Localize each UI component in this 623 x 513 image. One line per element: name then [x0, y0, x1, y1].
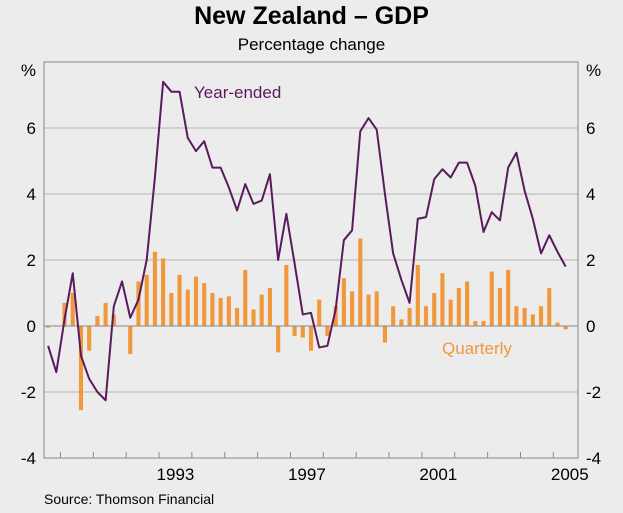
quarterly-bar	[465, 281, 470, 326]
quarterly-bar	[308, 326, 314, 351]
gridlines	[44, 127, 578, 393]
quarterly-bar	[473, 321, 478, 326]
quarterly-bar	[161, 258, 166, 326]
quarterly-bar	[317, 299, 322, 326]
quarterly-bar	[333, 306, 338, 326]
quarterly-bar	[350, 291, 355, 326]
y-tick-label-right: 0	[586, 317, 595, 336]
quarterly-bar	[177, 274, 182, 326]
quarterly-bar	[70, 293, 75, 326]
quarterly-bar	[522, 307, 527, 326]
quarterly-bar	[489, 271, 494, 326]
quarterly-bar	[448, 299, 453, 326]
y-tick-label-left: 2	[27, 251, 36, 270]
quarterly-bar	[358, 238, 363, 326]
plot-frame	[43, 61, 579, 459]
quarterly-bar	[563, 326, 568, 330]
year-ended-label: Year-ended	[194, 83, 281, 102]
chart-subtitle: Percentage change	[237, 35, 386, 54]
quarterly-bar	[87, 326, 92, 351]
quarterly-bar	[514, 306, 519, 326]
quarterly-bar	[497, 288, 503, 326]
quarterly-bar	[481, 321, 486, 326]
x-tick-label: 2005	[551, 465, 589, 484]
quarterly-bar	[276, 326, 281, 353]
quarterly-bar	[226, 296, 231, 326]
x-tick-label: 1993	[157, 465, 195, 484]
y-tick-label-right: -2	[586, 383, 601, 402]
quarterly-bar	[78, 326, 84, 411]
y-tick-label-right: 2	[586, 251, 595, 270]
quarterly-bar	[259, 294, 264, 326]
quarterly-bar	[292, 326, 297, 336]
quarterly-bar	[506, 269, 511, 326]
quarterly-bar	[210, 293, 215, 326]
quarterly-bar	[399, 319, 404, 326]
quarterly-bar	[415, 264, 420, 326]
quarterly-bar	[547, 288, 552, 326]
y-tick-label-left: -4	[21, 449, 36, 468]
y-tick-label-right: -4	[586, 449, 601, 468]
quarterly-bar	[366, 294, 371, 326]
quarterly-bar	[456, 288, 461, 326]
quarterly-bar	[243, 269, 248, 326]
source-note: Source: Thomson Financial	[44, 491, 215, 507]
quarterly-bar	[555, 322, 560, 326]
quarterly-bar	[284, 264, 289, 326]
quarterly-label: Quarterly	[442, 339, 512, 358]
quarterly-bar	[440, 273, 445, 326]
quarterly-bars	[46, 238, 568, 411]
y-unit-right: %	[586, 61, 601, 80]
y-tick-label-right: 4	[586, 185, 595, 204]
y-tick-label-right: 6	[586, 119, 595, 138]
x-tick-label: 2001	[419, 465, 457, 484]
y-tick-label-left: 4	[27, 185, 36, 204]
quarterly-bar	[193, 276, 199, 326]
quarterly-bar	[128, 326, 133, 355]
quarterly-bar	[103, 302, 108, 326]
quarterly-bar	[169, 293, 174, 326]
y-tick-label-left: 6	[27, 119, 36, 138]
y-tick-label-left: 0	[27, 317, 36, 336]
quarterly-bar	[235, 307, 240, 326]
quarterly-bar	[202, 283, 207, 326]
y-unit-left: %	[21, 61, 36, 80]
quarterly-bar	[300, 326, 305, 338]
quarterly-bar	[432, 293, 437, 326]
year-ended-line	[47, 80, 567, 402]
quarterly-bar	[538, 306, 544, 326]
quarterly-bar	[530, 314, 535, 326]
x-tick-marks	[59, 452, 554, 458]
quarterly-bar	[391, 306, 396, 326]
quarterly-bar	[95, 316, 100, 326]
quarterly-bar	[152, 251, 157, 326]
quarterly-bar	[407, 307, 412, 326]
quarterly-bar	[267, 288, 272, 326]
x-tick-label: 1997	[288, 465, 326, 484]
quarterly-bar	[251, 309, 256, 326]
quarterly-bar	[144, 274, 149, 326]
chart-title: New Zealand – GDP	[194, 2, 429, 30]
quarterly-bar	[218, 297, 223, 326]
quarterly-bar	[341, 278, 346, 326]
axis-tick-labels: -4 -4 -2 -2 0 0 2 2 4 4 6 6 1993 1997 2001 2005	[21, 119, 601, 484]
quarterly-bar	[325, 326, 330, 336]
quarterly-bar	[382, 326, 387, 343]
quarterly-bar	[185, 289, 190, 326]
quarterly-bar	[46, 326, 51, 328]
quarterly-bar	[423, 306, 429, 326]
y-tick-label-left: -2	[21, 383, 36, 402]
quarterly-bar	[374, 291, 379, 326]
quarterly-bar	[136, 281, 141, 326]
quarterly-bar	[111, 314, 116, 326]
